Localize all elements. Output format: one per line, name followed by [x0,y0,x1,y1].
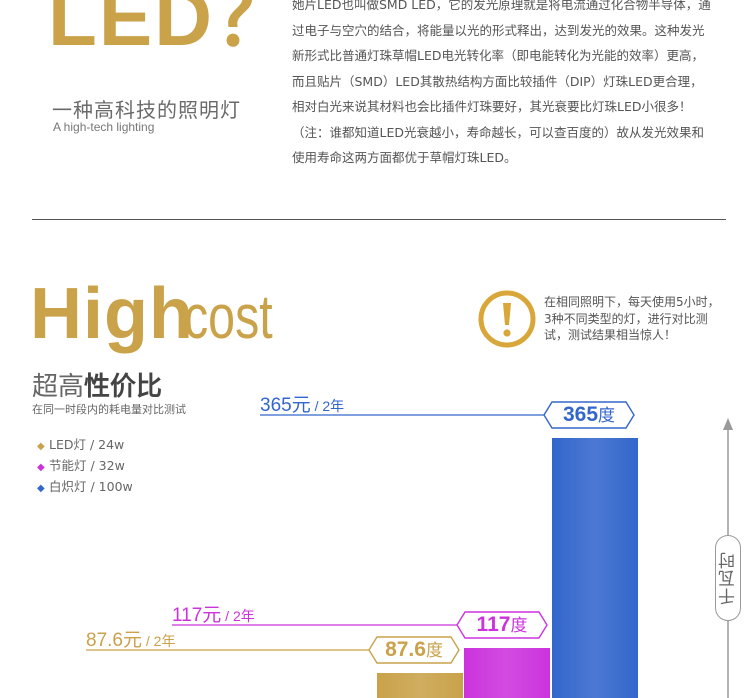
legend-item-cfl: ◆ 节能灯 / 32w [37,455,133,476]
bar-led [377,673,463,698]
y-axis-unit-text: 千瓦时 [718,551,739,605]
led-subtitle-en: A high-tech lighting [53,120,155,134]
value-unit-cfl: 度 [510,616,528,635]
led-description: 她片LED也叫做SMD LED，它的发光原理就是将电流通过化合物半导体，通过电子… [292,0,711,165]
cost-label-incandescent: 365元 / 2年 [260,390,344,417]
notice-text: 在相同照明下，每天使用5小时，3种不同类型的灯，进行对比测试，测试结果相当惊人！ [544,295,720,342]
section-subtitle: 超高性价比 [32,366,162,403]
cost-label-cfl: 117元 / 2年 [172,600,255,627]
legend-label-cfl: 节能灯 / 32w [49,458,125,473]
legend-item-led: ◆ LED灯 / 24w [37,434,133,455]
badge-outline-cfl [456,611,548,639]
cost-period-incandescent: / 2年 [310,398,345,414]
cost-value-incandescent: 365元 [260,395,311,416]
led-subtitle-cn: 一种高科技的照明灯 [52,98,241,122]
legend-marker-led: ◆ [37,441,45,452]
value-label-incandescent: 365度 [544,402,634,428]
cost-period-cfl: / 2年 [221,608,255,624]
chart-legend: ◆ LED灯 / 24w ◆ 节能灯 / 32w ◆ 白炽灯 / 100w [37,434,133,497]
section-title-light: cost [184,283,273,352]
value-label-led: 87.6度 [369,637,459,663]
badge-outline-led [368,636,460,664]
legend-item-incandescent: ◆ 白炽灯 / 100w [37,476,133,497]
legend-marker-cfl: ◆ [37,462,45,473]
value-number-incandescent: 365 [562,403,599,426]
value-number-led: 87.6 [385,638,426,661]
legend-marker-incandescent: ◆ [37,483,45,494]
bar-incandescent [552,438,638,698]
subtitle-normal: 超高 [32,372,85,402]
led-title: LED？ [48,0,296,62]
value-label-cfl: 117度 [457,612,547,638]
subtitle-bold: 性价比 [84,372,163,402]
y-axis-arrow [723,418,733,430]
cost-period-led: / 2年 [141,633,176,649]
cost-value-cfl: 117元 [172,605,222,626]
value-unit-incandescent: 度 [598,406,616,425]
legend-label-incandescent: 白炽灯 / 100w [49,479,133,494]
cost-label-led: 87.6元 / 2年 [86,625,175,652]
value-unit-led: 度 [425,641,443,660]
section-title-bold: High [30,274,194,354]
bar-cfl [464,648,550,698]
badge-outline-incandescent [543,401,635,429]
exclamation-icon [478,290,536,348]
cost-value-led: 87.6元 [86,630,142,651]
section-caption: 在同一时段内的耗电量对比测试 [32,403,186,416]
y-axis-unit-label: 千瓦时 [715,535,741,621]
legend-label-led: LED灯 / 24w [49,437,125,452]
value-number-cfl: 117 [476,613,511,636]
section-divider [32,219,726,220]
